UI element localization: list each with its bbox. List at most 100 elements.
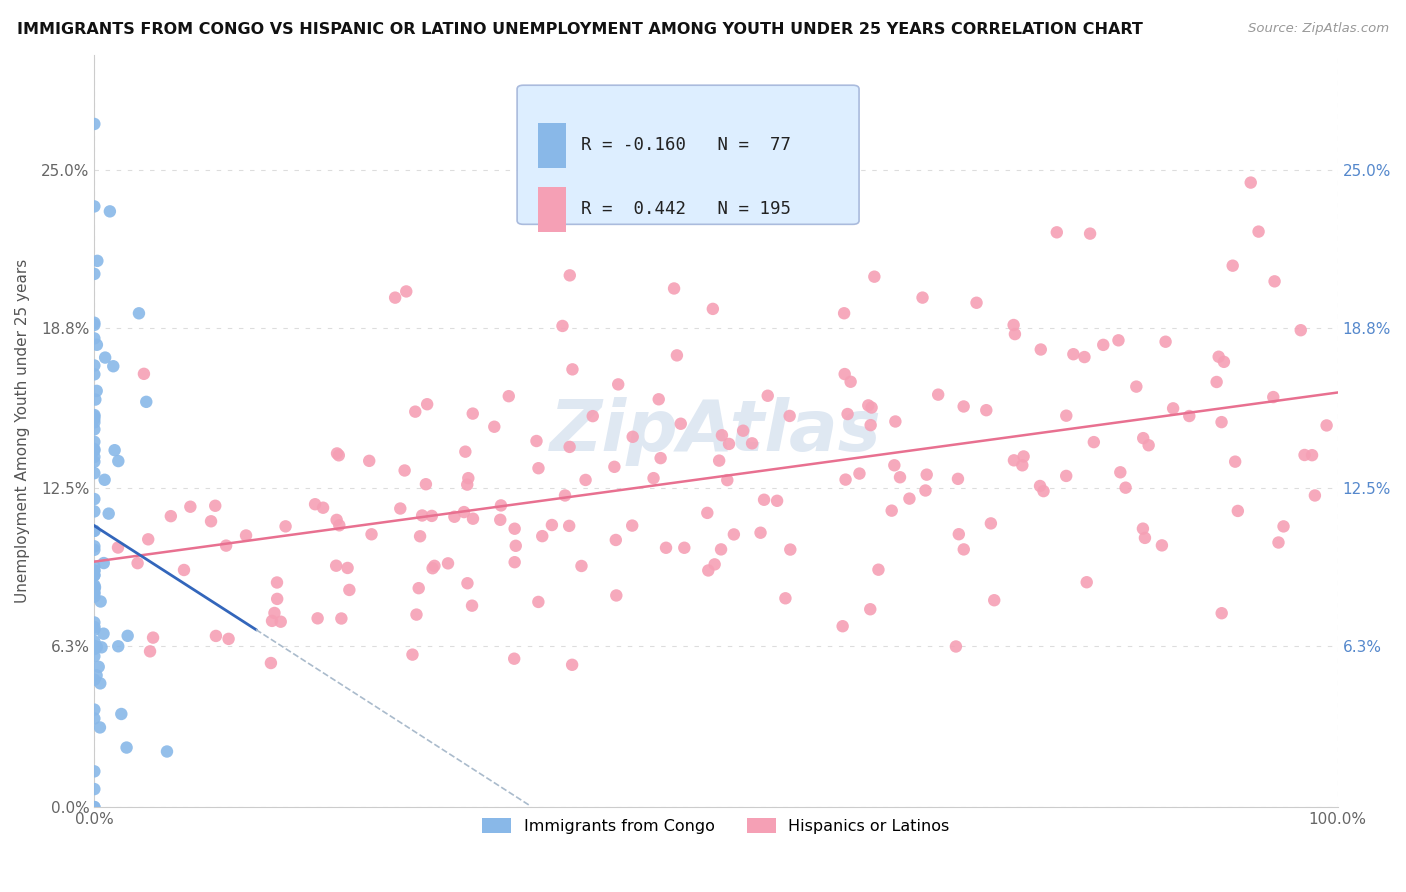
Point xyxy=(915,467,938,482)
Point xyxy=(914,483,936,498)
Point xyxy=(408,581,430,595)
Point xyxy=(696,506,718,520)
Point xyxy=(605,589,627,603)
Point xyxy=(394,463,416,477)
Point xyxy=(456,576,478,591)
Point xyxy=(837,407,859,421)
Point xyxy=(456,477,478,491)
Point xyxy=(83,649,105,664)
Point xyxy=(107,541,129,555)
Point xyxy=(83,673,105,687)
Point xyxy=(139,644,162,658)
Point xyxy=(83,568,105,582)
Point xyxy=(1032,484,1054,499)
Point xyxy=(884,415,907,429)
Point xyxy=(1226,504,1249,518)
Point xyxy=(325,558,347,573)
Point xyxy=(83,542,105,557)
Point xyxy=(834,473,856,487)
Point xyxy=(83,620,105,634)
Point xyxy=(83,564,105,578)
Point xyxy=(859,418,882,433)
Point xyxy=(1301,448,1323,462)
Point xyxy=(561,657,583,672)
Point xyxy=(360,527,382,541)
Point xyxy=(90,594,112,608)
Point xyxy=(558,440,581,454)
Point xyxy=(505,539,527,553)
Point xyxy=(911,291,934,305)
Point xyxy=(697,564,720,578)
Point xyxy=(83,586,105,600)
Point xyxy=(83,712,105,726)
Point xyxy=(443,509,465,524)
Point xyxy=(83,578,105,592)
Point xyxy=(980,516,1002,531)
Point xyxy=(83,409,105,424)
Point xyxy=(1107,334,1129,348)
FancyBboxPatch shape xyxy=(538,123,565,168)
Point xyxy=(1208,350,1230,364)
Y-axis label: Unemployment Among Youth under 25 years: Unemployment Among Youth under 25 years xyxy=(15,259,30,603)
Point xyxy=(87,660,110,674)
Point xyxy=(83,267,105,281)
Point xyxy=(1263,390,1285,404)
Point xyxy=(83,539,105,553)
Point xyxy=(83,623,105,637)
Point xyxy=(404,404,426,418)
Point xyxy=(503,651,526,665)
Point xyxy=(83,782,105,797)
Point xyxy=(83,316,105,330)
Point xyxy=(83,117,105,131)
Point xyxy=(83,524,105,538)
Point xyxy=(84,392,107,407)
Point xyxy=(83,415,105,429)
Point xyxy=(93,556,115,570)
Point xyxy=(83,434,105,449)
Point xyxy=(395,285,418,299)
Point xyxy=(415,477,437,491)
Point xyxy=(266,575,288,590)
Point xyxy=(860,401,883,415)
Point xyxy=(416,397,439,411)
Point xyxy=(83,442,105,457)
Point xyxy=(1011,458,1033,473)
Point xyxy=(117,629,139,643)
Point xyxy=(83,590,105,604)
Point xyxy=(756,389,779,403)
Point xyxy=(83,422,105,436)
Point xyxy=(83,764,105,779)
Point xyxy=(103,359,125,374)
Point xyxy=(86,338,108,352)
Text: R =  0.442   N = 195: R = 0.442 N = 195 xyxy=(581,201,790,219)
Point xyxy=(454,444,477,458)
Point xyxy=(1205,375,1227,389)
Point xyxy=(453,505,475,519)
Point xyxy=(527,595,550,609)
Point xyxy=(752,492,775,507)
Point xyxy=(173,563,195,577)
Point xyxy=(89,676,111,690)
Point xyxy=(1078,227,1101,241)
Point xyxy=(1054,409,1077,423)
Point xyxy=(359,454,381,468)
Point xyxy=(83,331,105,345)
Point xyxy=(834,367,856,381)
Point xyxy=(655,541,678,555)
Point xyxy=(304,497,326,511)
Point xyxy=(551,318,574,333)
Point xyxy=(1247,225,1270,239)
Point xyxy=(405,607,427,622)
Point xyxy=(156,744,179,758)
Point xyxy=(650,451,672,466)
Point xyxy=(898,491,921,506)
Point xyxy=(648,392,671,407)
Point xyxy=(498,389,520,403)
Point xyxy=(270,615,292,629)
Point xyxy=(607,377,630,392)
Point xyxy=(946,472,969,486)
Point xyxy=(1289,323,1312,337)
Point xyxy=(717,437,740,451)
Point xyxy=(83,639,105,653)
Point xyxy=(83,318,105,332)
